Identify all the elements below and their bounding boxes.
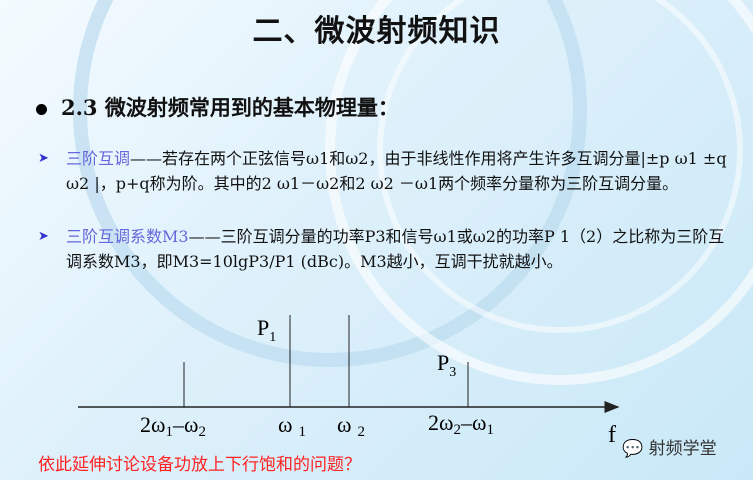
arrow-bullet-icon: ➤: [38, 229, 49, 244]
section-heading-text: 2.3 微波射频常用到的基本物理量：: [61, 95, 399, 120]
bullet-dot: [36, 104, 47, 115]
section-heading: 2.3 微波射频常用到的基本物理量：: [36, 92, 399, 122]
term: 三阶互调: [66, 149, 131, 168]
definition: ——若存在两个正弦信号ω1和ω2，由于非线性作用将产生许多互调分量|±p ω1 …: [66, 149, 727, 193]
term: 三阶互调系数M3: [66, 227, 189, 246]
wechat-icon: 💬: [622, 439, 644, 459]
power-label-p1: P1: [257, 315, 276, 345]
slide-title: 二、微波射频知识: [252, 14, 501, 49]
freq-label-2w1-w2: 2ω1–ω2: [140, 412, 206, 440]
discussion-note: 依此延伸讨论设备功放上下行饱和的问题？: [38, 455, 361, 475]
watermark: 💬 射频学堂: [622, 434, 717, 459]
power-label-p3: P3: [437, 350, 456, 380]
arrow-bullet-icon: ➤: [38, 151, 49, 166]
bullet-intermod: ➤ 三阶互调——若存在两个正弦信号ω1和ω2，由于非线性作用将产生许多互调分量|…: [38, 146, 738, 196]
axis-label-f: f: [608, 422, 616, 448]
watermark-text: 射频学堂: [648, 439, 717, 459]
definition: ——三阶互调分量的功率P3和信号ω1或ω2的功率P 1（2）之比称为三阶互调系数…: [66, 227, 725, 271]
freq-label-2w2-w1: 2ω2–ω1: [428, 410, 494, 438]
bullet-m3: ➤ 三阶互调系数M3——三阶互调分量的功率P3和信号ω1或ω2的功率P 1（2）…: [38, 224, 738, 274]
